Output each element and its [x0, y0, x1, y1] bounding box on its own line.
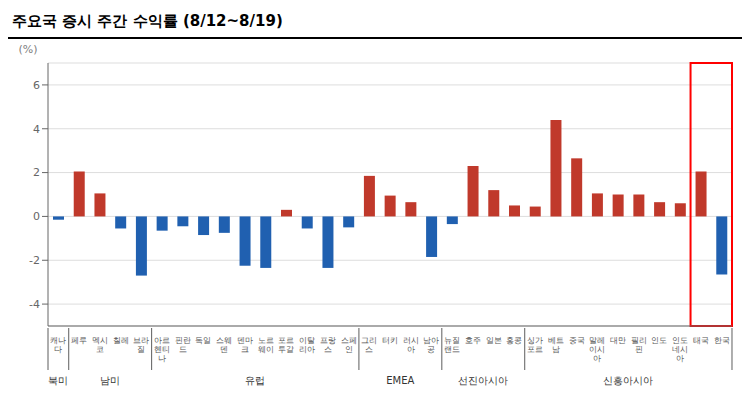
- svg-text:필리핀: 필리핀: [631, 336, 647, 354]
- svg-text:덴마크: 덴마크: [237, 336, 253, 354]
- svg-text:페루: 페루: [71, 336, 87, 345]
- svg-text:대만: 대만: [610, 336, 626, 345]
- svg-text:브라질: 브라질: [133, 336, 149, 354]
- svg-text:남아공: 남아공: [423, 336, 439, 354]
- svg-text:싱가포르: 싱가포르: [527, 336, 543, 354]
- svg-text:한국: 한국: [714, 336, 730, 345]
- svg-text:-4: -4: [29, 298, 40, 311]
- svg-text:스페인: 스페인: [341, 336, 357, 354]
- svg-text:포르투갈: 포르투갈: [278, 336, 294, 354]
- svg-text:이탈리아: 이탈리아: [299, 336, 315, 354]
- svg-text:멕시코: 멕시코: [92, 336, 108, 354]
- svg-text:뉴질랜드: 뉴질랜드: [444, 336, 460, 354]
- svg-text:터키: 터키: [382, 336, 398, 345]
- svg-text:홍콩: 홍콩: [506, 336, 522, 345]
- svg-text:-2: -2: [29, 254, 40, 267]
- svg-text:러시아: 러시아: [403, 336, 419, 354]
- svg-text:신흥아시아: 신흥아시아: [603, 375, 653, 386]
- svg-text:칠레: 칠레: [113, 336, 129, 345]
- svg-text:핀란드: 핀란드: [175, 336, 191, 354]
- svg-text:인도: 인도: [651, 336, 667, 345]
- svg-text:선진아시아: 선진아시아: [458, 375, 508, 386]
- svg-text:일본: 일본: [486, 336, 502, 345]
- svg-text:독일: 독일: [195, 336, 211, 345]
- svg-text:인도네시아: 인도네시아: [672, 336, 688, 363]
- svg-text:스웨덴: 스웨덴: [216, 336, 232, 354]
- svg-text:노르웨이: 노르웨이: [258, 336, 274, 354]
- svg-text:북미: 북미: [48, 375, 68, 386]
- svg-text:프랑스: 프랑스: [320, 336, 336, 354]
- svg-text:아르헨티나: 아르헨티나: [154, 336, 170, 363]
- svg-text:(%): (%): [18, 43, 37, 56]
- svg-text:태국: 태국: [693, 336, 709, 345]
- svg-text:말레이시아: 말레이시아: [589, 336, 605, 363]
- svg-text:베트남: 베트남: [548, 336, 564, 354]
- svg-text:4: 4: [33, 123, 40, 136]
- svg-text:남미: 남미: [100, 375, 120, 386]
- svg-text:6: 6: [33, 79, 40, 92]
- svg-text:그리스: 그리스: [361, 336, 377, 354]
- svg-text:0: 0: [33, 210, 40, 223]
- html-text:주요국 증시 주간 수익률 (8/12~8/19): 주요국 증시 주간 수익률 (8/12~8/19): [12, 12, 283, 30]
- svg-text:캐나다: 캐나다: [50, 336, 66, 354]
- svg-text:유럽: 유럽: [245, 375, 265, 386]
- svg-text:중국: 중국: [569, 336, 585, 345]
- svg-text:2: 2: [33, 166, 40, 179]
- svg-text:EMEA: EMEA: [386, 375, 414, 386]
- svg-text:호주: 호주: [465, 336, 481, 345]
